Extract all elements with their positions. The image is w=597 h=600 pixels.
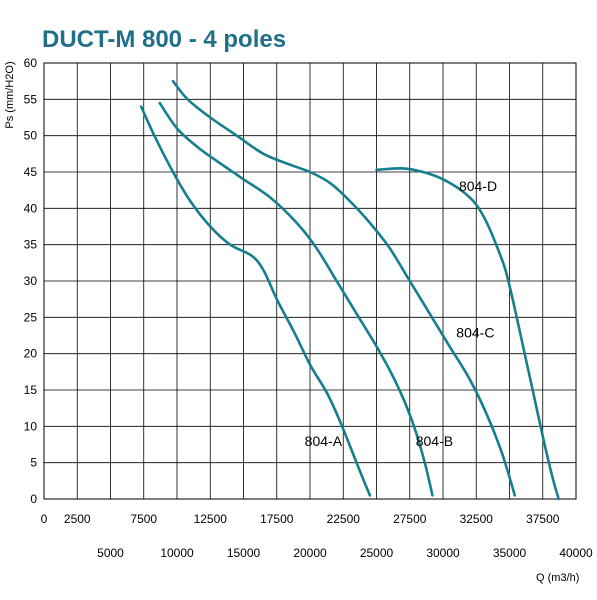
y-tick-label: 20 [24, 347, 38, 361]
x-tick-label-lower: 30000 [426, 546, 460, 560]
x-tick-label-upper: 17500 [260, 512, 294, 526]
y-tick-label: 35 [24, 238, 38, 252]
y-tick-label: 25 [24, 310, 38, 324]
x-tick-label-lower: 40000 [559, 546, 593, 560]
plot-frame [43, 62, 577, 500]
curve-label-804-b: 804-B [416, 433, 453, 449]
curve-804-d [375, 167, 560, 501]
y-tick-label: 45 [24, 165, 38, 179]
x-tick-label-upper: 32500 [460, 512, 494, 526]
x-tick-label-lower: 20000 [293, 546, 327, 560]
x-tick-label-upper: 0 [41, 512, 48, 526]
y-tick-label: 10 [24, 419, 38, 433]
curve-804-a [139, 105, 372, 497]
x-tick-label-upper: 37500 [526, 512, 560, 526]
x-tick-label-lower: 10000 [160, 546, 194, 560]
y-tick-label: 30 [24, 274, 38, 288]
x-axis-label: Q (m3/h) [536, 572, 579, 584]
series: 804-A 804-B 804-C 804-D [139, 79, 560, 501]
curve-label-804-d: 804-D [459, 178, 497, 194]
curve-label-804-c: 804-C [456, 325, 494, 341]
x-axis-ticks: 0 2500 7500 12500 17500 22500 27500 32500 37500 5… [41, 512, 593, 560]
x-tick-label-upper: 7500 [130, 512, 157, 526]
y-tick-label: 50 [24, 129, 38, 143]
chart-title: DUCT-M 800 - 4 poles [42, 26, 286, 53]
x-tick-label-upper: 2500 [64, 512, 91, 526]
y-tick-label: 0 [30, 492, 37, 506]
x-tick-label-upper: 27500 [393, 512, 427, 526]
y-tick-label: 15 [24, 383, 38, 397]
y-tick-label: 60 [24, 56, 38, 70]
y-axis-ticks: 0 5 10 15 20 25 30 35 40 45 50 55 60 [24, 56, 38, 506]
y-tick-label: 5 [30, 456, 37, 470]
y-axis-label: Ps (mm/H2O) [4, 61, 16, 128]
x-tick-label-lower: 25000 [360, 546, 394, 560]
curve-804-b [158, 101, 434, 497]
y-tick-label: 55 [24, 92, 38, 106]
curve-804-c [171, 79, 517, 497]
x-tick-label-lower: 5000 [97, 546, 124, 560]
x-tick-label-lower: 15000 [227, 546, 261, 560]
x-tick-label-upper: 22500 [327, 512, 361, 526]
x-tick-label-lower: 35000 [493, 546, 527, 560]
y-tick-label: 40 [24, 201, 38, 215]
curve-label-804-a: 804-A [305, 433, 343, 449]
x-tick-label-upper: 12500 [194, 512, 228, 526]
